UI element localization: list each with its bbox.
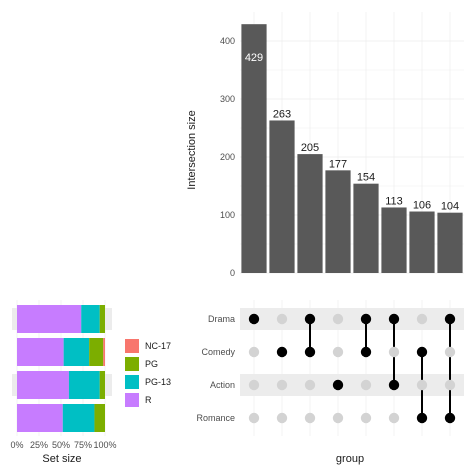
matrix-dot-empty: [332, 313, 344, 325]
intersection-size-panel: 0 100 200 300 400 429 263 205 177 154 113 106 104: [220, 12, 464, 278]
y-tick-label: 0: [230, 268, 235, 278]
set-size-tick-label: 75%: [74, 440, 92, 450]
y-tick-label: 300: [220, 94, 235, 104]
matrix-dot-filled: [388, 313, 400, 325]
y-tick-label: 400: [220, 36, 235, 46]
set-size-segment-r: [17, 305, 82, 333]
intersection-bar: [437, 212, 463, 273]
bar-value-label: 106: [413, 200, 431, 212]
intersection-bar: [269, 120, 295, 274]
set-size-segment-pg: [99, 305, 105, 333]
set-label-romance: Romance: [196, 413, 235, 423]
intersection-bar: [325, 170, 351, 273]
matrix-dot-empty: [416, 313, 428, 325]
legend-label: NC-17: [145, 341, 171, 351]
bar-value-label: 104: [441, 201, 459, 213]
intersection-bar: [409, 211, 435, 273]
matrix-dot-empty: [248, 412, 260, 424]
set-label-drama: Drama: [208, 314, 235, 324]
matrix-dot-filled: [416, 412, 428, 424]
set-size-segment-pg: [89, 338, 104, 366]
matrix-dot-empty: [276, 412, 288, 424]
bar-value-label: 429: [245, 52, 263, 64]
bar-value-label: 113: [385, 195, 403, 207]
set-size-segment-pg-13: [81, 305, 100, 333]
intersection-matrix: Drama Comedy Action Romance: [196, 300, 464, 436]
y-axis-title: Intersection size: [186, 110, 198, 189]
legend-label: R: [145, 395, 152, 405]
matrix-dot-filled: [248, 313, 260, 325]
bar-value-label: 154: [357, 172, 375, 184]
set-label-comedy: Comedy: [201, 347, 235, 357]
matrix-dot-filled: [444, 412, 456, 424]
y-tick-label: 100: [220, 210, 235, 220]
y-tick-label: 200: [220, 152, 235, 162]
set-size-segment-pg-13: [63, 338, 90, 366]
intersection-bar: [353, 183, 379, 273]
matrix-dot-filled: [332, 379, 344, 391]
matrix-dot-empty: [248, 346, 260, 358]
matrix-dot-empty: [276, 313, 288, 325]
matrix-dot-empty: [444, 379, 456, 391]
matrix-dot-filled: [388, 379, 400, 391]
matrix-dot-filled: [360, 346, 372, 358]
set-size-segment-r: [17, 338, 64, 366]
matrix-dot-filled: [360, 313, 372, 325]
set-size-tick-label: 0%: [10, 440, 23, 450]
rating-legend: NC-17 PG PG-13 R: [125, 339, 171, 407]
set-size-tick-label: 100%: [93, 440, 116, 450]
set-label-action: Action: [210, 380, 235, 390]
matrix-dot-empty: [332, 346, 344, 358]
matrix-dot-filled: [276, 346, 288, 358]
matrix-dot-filled: [444, 313, 456, 325]
matrix-dot-empty: [332, 412, 344, 424]
matrix-dot-filled: [304, 313, 316, 325]
intersection-bar: [241, 24, 267, 274]
matrix-dot-empty: [304, 412, 316, 424]
matrix-dot-filled: [416, 346, 428, 358]
matrix-dot-empty: [416, 379, 428, 391]
matrix-dot-empty: [360, 379, 372, 391]
intersection-bar: [297, 154, 323, 273]
set-size-segment-pg-13: [62, 404, 95, 432]
set-size-segment-r: [17, 371, 69, 399]
legend-swatch-pg-13: [125, 375, 139, 389]
matrix-dot-empty: [248, 379, 260, 391]
matrix-dot-filled: [304, 346, 316, 358]
legend-swatch-pg: [125, 357, 139, 371]
set-size-panel: 0% 25% 50% 75% 100%: [10, 300, 117, 450]
set-size-tick-label: 25%: [30, 440, 48, 450]
legend-label: PG: [145, 359, 158, 369]
matrix-dot-empty: [444, 346, 456, 358]
x-axis-title: group: [336, 453, 364, 465]
bar-value-label: 263: [273, 108, 291, 120]
set-size-segment-pg: [99, 371, 105, 399]
set-size-segment-nc-17: [103, 338, 105, 366]
set-size-segment-r: [17, 404, 63, 432]
set-size-segment-pg-13: [68, 371, 100, 399]
matrix-dot-empty: [304, 379, 316, 391]
matrix-dot-empty: [360, 412, 372, 424]
matrix-dot-empty: [388, 346, 400, 358]
matrix-dot-empty: [276, 379, 288, 391]
set-size-axis-title: Set size: [42, 453, 81, 465]
set-size-tick-label: 50%: [52, 440, 70, 450]
bar-value-label: 205: [301, 142, 319, 154]
legend-label: PG-13: [145, 377, 171, 387]
set-size-segment-pg: [94, 404, 105, 432]
matrix-dot-empty: [388, 412, 400, 424]
legend-swatch-r: [125, 393, 139, 407]
legend-swatch-nc-17: [125, 339, 139, 353]
intersection-bar: [381, 207, 407, 273]
matrix-row-stripe: [240, 374, 464, 396]
matrix-row-stripe: [240, 308, 464, 330]
bar-value-label: 177: [329, 158, 347, 170]
